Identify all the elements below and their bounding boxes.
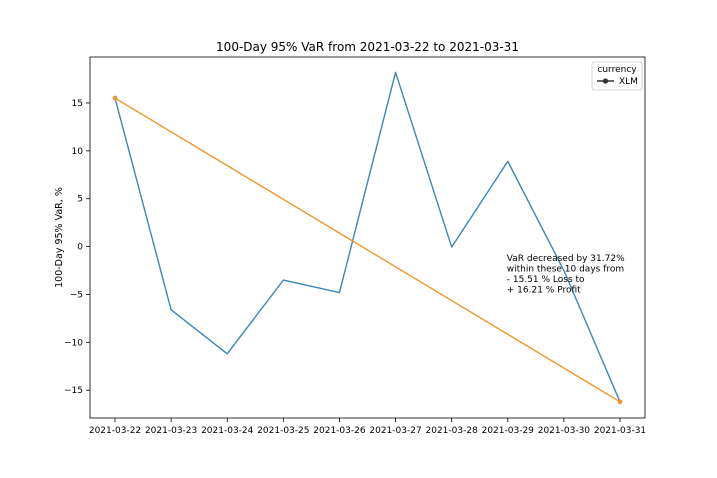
legend-marker	[602, 78, 609, 84]
y-tick-label: 10	[72, 147, 84, 157]
x-tick-label: 2021-03-28	[426, 426, 479, 436]
x-tick-label: 2021-03-31	[594, 426, 646, 436]
x-tick-label: 2021-03-29	[482, 426, 535, 436]
annotation-line: + 16.21 % Profit	[507, 286, 581, 296]
y-tick-label: −5	[70, 290, 83, 300]
y-tick-label: 0	[77, 243, 83, 253]
legend: currency XLM	[591, 61, 643, 91]
series-line-trend	[114, 97, 621, 403]
y-tick-label: −15	[64, 386, 83, 396]
y-axis-label: 100-Day 95% VaR, %	[54, 187, 65, 288]
series-line-xlm	[114, 71, 621, 403]
annotation-line: within these 10 days from	[507, 265, 624, 275]
annotation: VaR decreased by 31.72% within these 10 …	[507, 254, 625, 296]
x-tick-label: 2021-03-23	[145, 426, 197, 436]
x-tick-label: 2021-03-30	[538, 426, 591, 436]
trend-point	[617, 399, 623, 405]
plot-area: 2021-03-22 2021-03-23 2021-03-24 2021-03-25…	[64, 56, 646, 436]
x-tick-label: 2021-03-26	[313, 426, 366, 436]
legend-title: currency	[597, 65, 637, 75]
y-tick-label: 15	[72, 99, 83, 109]
x-tick-label: 2021-03-25	[257, 426, 309, 436]
y-tick-label: −10	[64, 338, 83, 348]
chart-title: 100-Day 95% VaR from 2021-03-22 to 2021-…	[216, 40, 519, 54]
legend-entry-xlm: XLM	[619, 77, 638, 87]
x-tick-label: 2021-03-24	[201, 426, 254, 436]
x-tick-label: 2021-03-22	[89, 426, 141, 436]
trend-point	[112, 95, 118, 101]
annotation-line: - 15.51 % Loss to	[507, 275, 585, 285]
annotation-line: VaR decreased by 31.72%	[507, 254, 625, 264]
x-tick-label: 2021-03-27	[369, 426, 421, 436]
axes-frame	[89, 56, 646, 419]
y-tick-label: 5	[77, 195, 83, 205]
